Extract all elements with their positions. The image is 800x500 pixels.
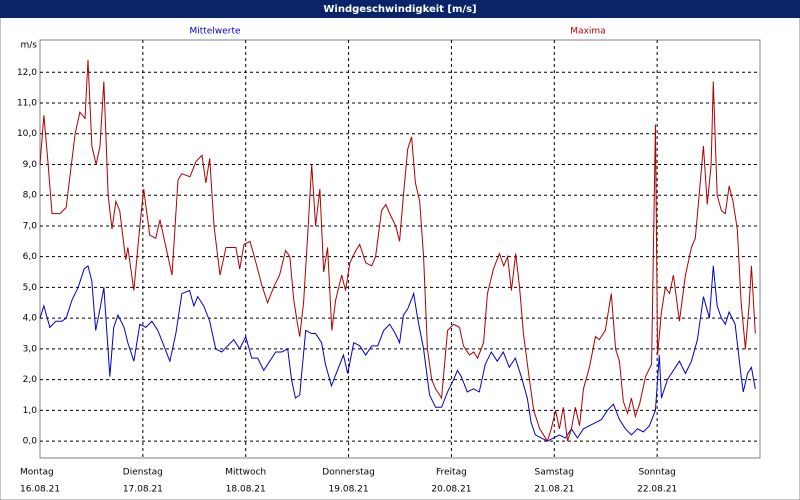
y-tick-label: 9,0 bbox=[23, 160, 38, 170]
y-tick-label: 3,0 bbox=[23, 344, 38, 354]
y-tick-label: 11,0 bbox=[17, 99, 37, 109]
y-tick-label: 10,0 bbox=[17, 129, 37, 139]
y-tick-label: 0,0 bbox=[23, 437, 38, 447]
legend-label: Maxima bbox=[570, 27, 605, 37]
y-tick-label: 5,0 bbox=[23, 283, 38, 293]
x-tick-date: 21.08.21 bbox=[534, 485, 574, 495]
x-tick-date: 17.08.21 bbox=[123, 485, 163, 495]
x-tick-label: Montag bbox=[20, 468, 54, 478]
x-tick-label: Sonntag bbox=[638, 468, 675, 478]
x-tick-label: Mittwoch bbox=[225, 468, 266, 478]
x-tick-date: 19.08.21 bbox=[329, 485, 369, 495]
x-tick-label: Dienstag bbox=[123, 468, 163, 478]
y-tick-label: 6,0 bbox=[23, 252, 38, 262]
chart-title: Windgeschwindigkeit [m/s] bbox=[323, 4, 476, 15]
plot-frame bbox=[39, 39, 761, 459]
y-tick-label: 8,0 bbox=[23, 191, 38, 201]
y-axis-label: m/s bbox=[21, 41, 38, 51]
title-bar bbox=[0, 0, 800, 18]
x-tick-date: 18.08.21 bbox=[226, 485, 266, 495]
x-tick-date: 20.08.21 bbox=[431, 485, 471, 495]
x-tick-date: 22.08.21 bbox=[637, 485, 677, 495]
y-tick-label: 2,0 bbox=[23, 375, 38, 385]
x-tick-label: Samstag bbox=[535, 468, 574, 478]
x-tick-label: Freitag bbox=[436, 468, 467, 478]
x-tick-date: 16.08.21 bbox=[20, 485, 60, 495]
x-tick-label: Donnerstag bbox=[322, 468, 375, 478]
y-tick-label: 4,0 bbox=[23, 314, 38, 324]
y-tick-label: 1,0 bbox=[23, 406, 38, 416]
series-line bbox=[39, 265, 756, 442]
series-line bbox=[39, 59, 756, 443]
y-tick-label: 12,0 bbox=[17, 68, 37, 78]
y-tick-label: 7,0 bbox=[23, 221, 38, 231]
legend-label: Mittelwerte bbox=[189, 27, 240, 37]
